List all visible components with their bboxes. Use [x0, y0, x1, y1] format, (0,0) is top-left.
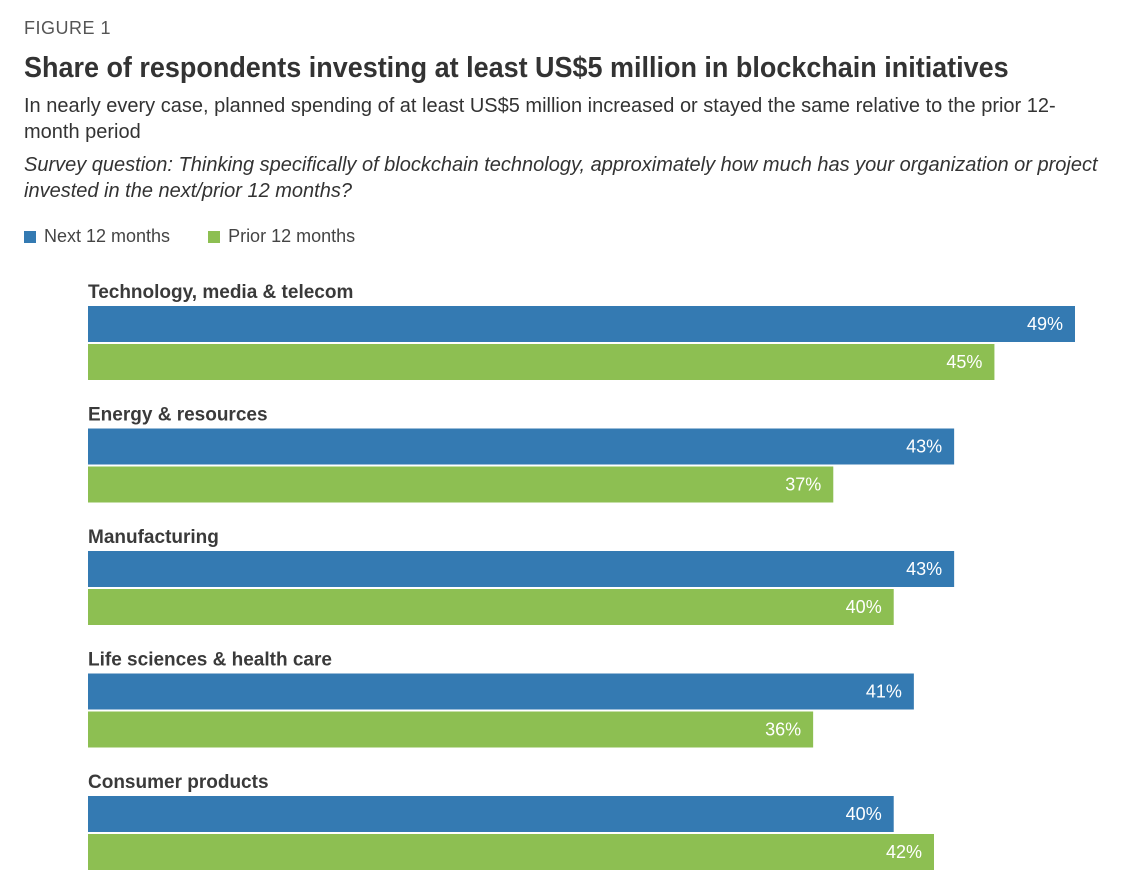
data-label: 43% [906, 559, 942, 579]
data-label: 43% [906, 437, 942, 457]
chart-title: Share of respondents investing at least … [24, 52, 1009, 84]
data-label: 45% [946, 352, 982, 372]
legend-item-prior: Prior 12 months [208, 226, 355, 247]
category-label: Energy & resources [88, 405, 268, 426]
legend-swatch-prior [208, 230, 221, 243]
data-label: 36% [765, 720, 801, 740]
legend: Next 12 months Prior 12 months [24, 226, 355, 247]
category-label: Manufacturing [88, 527, 219, 548]
bar-prior-12-months [88, 466, 834, 503]
data-label: 40% [846, 804, 882, 824]
legend-label-prior: Prior 12 months [228, 226, 356, 246]
legend-item-next: Next 12 months [24, 226, 170, 247]
category-label: Life sciences & health care [88, 650, 332, 671]
bar-prior-12-months [88, 834, 934, 870]
legend-label-next: Next 12 months [44, 226, 171, 246]
bar-next-12-months [88, 306, 1075, 342]
category-label: Consumer products [88, 772, 269, 793]
chart-subtitle: In nearly every case, planned spending o… [24, 95, 1056, 143]
bar-prior-12-months [88, 711, 814, 748]
bar-next-12-months [88, 673, 914, 710]
data-label: 49% [1027, 314, 1063, 334]
category-label: Technology, media & telecom [88, 282, 353, 303]
bar-next-12-months [88, 796, 894, 832]
bar-prior-12-months [88, 344, 995, 380]
legend-swatch-next [24, 230, 36, 243]
data-label: 37% [785, 475, 821, 495]
bar-prior-12-months [88, 589, 894, 625]
figure-label: FIGURE 1 [24, 18, 112, 38]
survey-question: Survey question: Thinking specifically o… [24, 154, 1098, 202]
data-label: 40% [846, 597, 882, 617]
data-label: 42% [886, 842, 922, 862]
bar-next-12-months [88, 551, 955, 587]
data-label: 41% [866, 682, 902, 702]
bar-next-12-months [88, 428, 955, 465]
